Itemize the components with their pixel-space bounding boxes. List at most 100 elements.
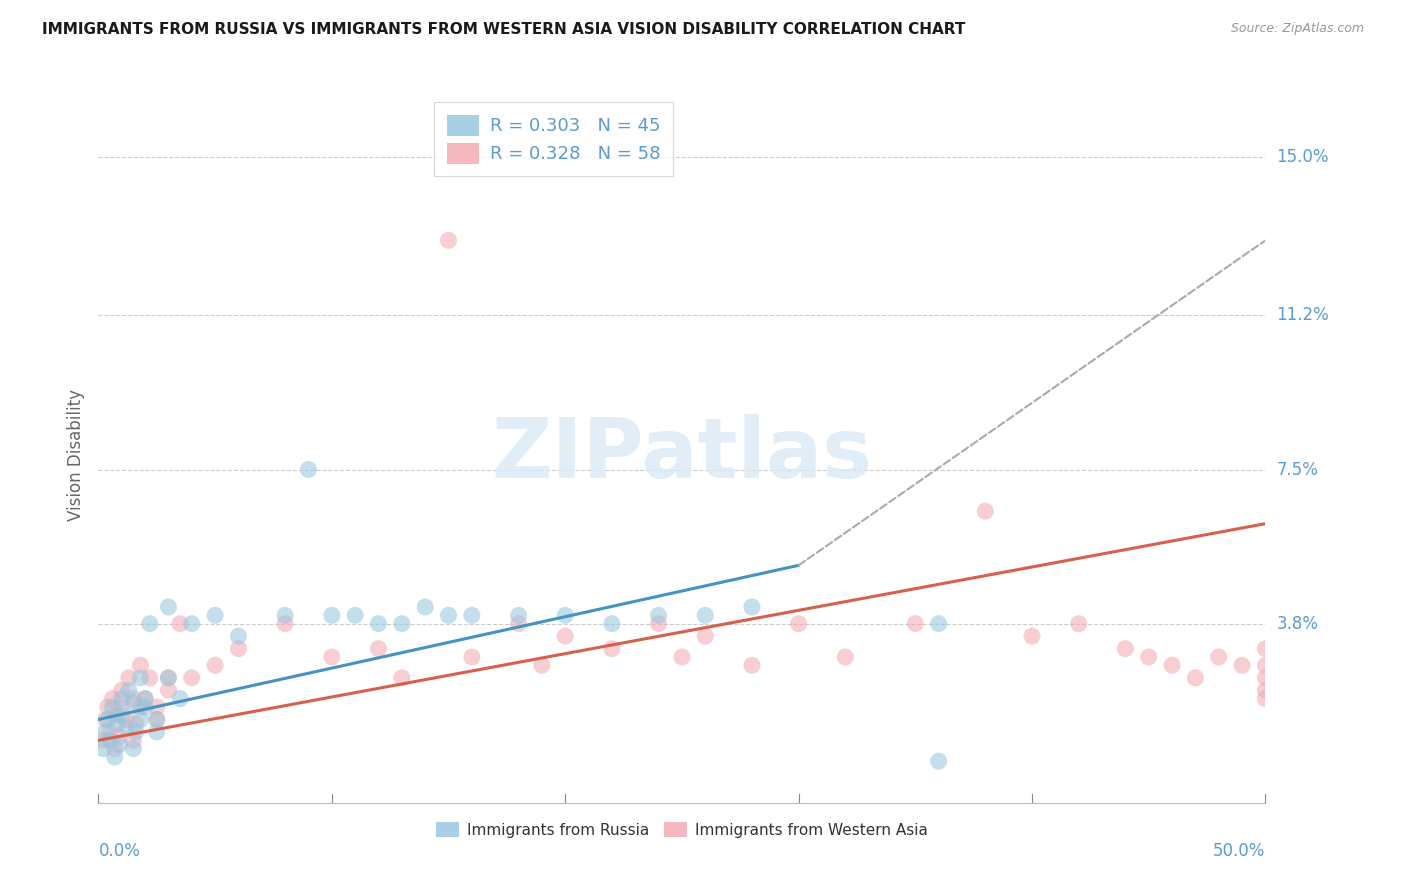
Point	[508, 616, 530, 631]
Point	[134, 700, 156, 714]
Point	[129, 658, 152, 673]
Point	[97, 700, 120, 714]
Point	[146, 725, 169, 739]
Point	[146, 713, 169, 727]
Text: IMMIGRANTS FROM RUSSIA VS IMMIGRANTS FROM WESTERN ASIA VISION DISABILITY CORRELA: IMMIGRANTS FROM RUSSIA VS IMMIGRANTS FRO…	[42, 22, 966, 37]
Point	[741, 658, 763, 673]
Point	[104, 741, 127, 756]
Point	[108, 729, 131, 743]
Point	[134, 691, 156, 706]
Point	[91, 733, 114, 747]
Point	[157, 671, 180, 685]
Point	[600, 616, 623, 631]
Point	[391, 616, 413, 631]
Y-axis label: Vision Disability: Vision Disability	[66, 389, 84, 521]
Point	[111, 708, 134, 723]
Point	[1021, 629, 1043, 643]
Point	[111, 691, 134, 706]
Point	[111, 700, 134, 714]
Point	[129, 713, 152, 727]
Point	[1254, 658, 1277, 673]
Point	[157, 683, 180, 698]
Point	[139, 616, 162, 631]
Point	[169, 616, 191, 631]
Point	[94, 713, 117, 727]
Point	[274, 616, 297, 631]
Legend: Immigrants from Russia, Immigrants from Western Asia: Immigrants from Russia, Immigrants from …	[430, 815, 934, 844]
Point	[321, 650, 343, 665]
Point	[228, 629, 250, 643]
Point	[437, 608, 460, 623]
Point	[1230, 658, 1253, 673]
Point	[125, 716, 148, 731]
Point	[122, 733, 145, 747]
Point	[508, 608, 530, 623]
Point	[1254, 641, 1277, 656]
Point	[695, 629, 717, 643]
Point	[1254, 671, 1277, 685]
Point	[101, 700, 124, 714]
Text: 11.2%: 11.2%	[1277, 306, 1329, 325]
Point	[118, 671, 141, 685]
Point	[115, 713, 138, 727]
Point	[228, 641, 250, 656]
Point	[787, 616, 810, 631]
Point	[105, 708, 128, 723]
Point	[647, 616, 669, 631]
Point	[647, 608, 669, 623]
Point	[974, 504, 997, 518]
Point	[391, 671, 413, 685]
Point	[169, 691, 191, 706]
Point	[928, 754, 950, 768]
Point	[1114, 641, 1136, 656]
Text: 7.5%: 7.5%	[1277, 460, 1319, 478]
Point	[157, 671, 180, 685]
Point	[122, 696, 145, 710]
Point	[344, 608, 367, 623]
Point	[834, 650, 856, 665]
Point	[367, 616, 389, 631]
Text: Source: ZipAtlas.com: Source: ZipAtlas.com	[1230, 22, 1364, 36]
Text: 3.8%: 3.8%	[1277, 615, 1319, 632]
Point	[1254, 691, 1277, 706]
Point	[554, 629, 576, 643]
Point	[530, 658, 553, 673]
Point	[111, 683, 134, 698]
Point	[104, 750, 127, 764]
Point	[321, 608, 343, 623]
Point	[118, 683, 141, 698]
Point	[180, 671, 202, 685]
Point	[928, 616, 950, 631]
Point	[297, 462, 319, 476]
Point	[904, 616, 927, 631]
Point	[101, 691, 124, 706]
Point	[134, 691, 156, 706]
Point	[108, 738, 131, 752]
Point	[274, 608, 297, 623]
Point	[98, 725, 121, 739]
Point	[115, 721, 138, 735]
Point	[1254, 683, 1277, 698]
Point	[129, 700, 152, 714]
Point	[125, 725, 148, 739]
Point	[122, 691, 145, 706]
Point	[671, 650, 693, 665]
Point	[146, 713, 169, 727]
Point	[94, 725, 117, 739]
Point	[157, 599, 180, 614]
Point	[1208, 650, 1230, 665]
Point	[204, 658, 226, 673]
Text: 0.0%: 0.0%	[98, 842, 141, 860]
Point	[105, 716, 128, 731]
Text: ZIPatlas: ZIPatlas	[492, 415, 872, 495]
Point	[461, 650, 484, 665]
Point	[139, 671, 162, 685]
Point	[437, 233, 460, 247]
Point	[97, 713, 120, 727]
Point	[1137, 650, 1160, 665]
Point	[367, 641, 389, 656]
Point	[695, 608, 717, 623]
Point	[461, 608, 484, 623]
Point	[1184, 671, 1206, 685]
Point	[180, 616, 202, 631]
